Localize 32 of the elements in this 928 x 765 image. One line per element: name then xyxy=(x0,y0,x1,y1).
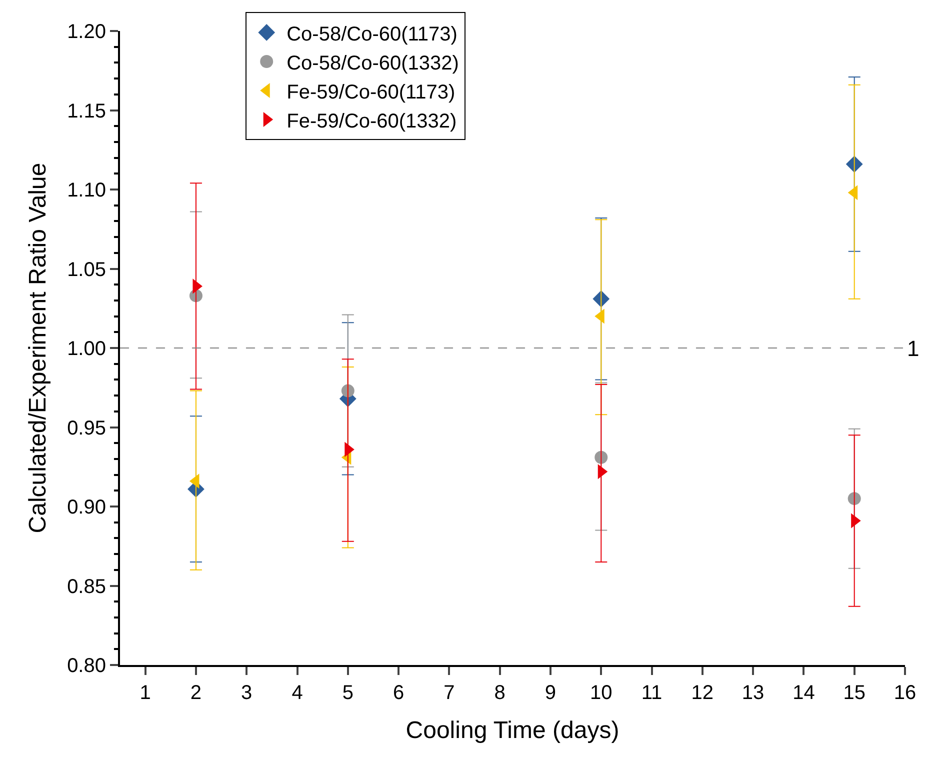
x-tick-label: 5 xyxy=(342,682,354,704)
x-tick-label: 2 xyxy=(190,682,202,704)
x-tick-label: 11 xyxy=(641,682,662,704)
x-tick-label: 8 xyxy=(494,682,506,704)
x-tick-label: 7 xyxy=(444,682,455,704)
legend-label: Fe-59/Co-60(1173) xyxy=(286,81,456,104)
y-tick-label: 1.20 xyxy=(67,21,106,43)
x-tick-label: 10 xyxy=(590,682,612,704)
y-tick-label: 1.15 xyxy=(67,100,106,122)
x-tick-label: 9 xyxy=(544,682,556,704)
x-tick-label: 1 xyxy=(140,682,151,704)
legend-label: Fe-59/Co-60(1332) xyxy=(286,110,457,132)
y-tick-label: 1.05 xyxy=(67,258,106,281)
y-axis-title: Calculated/Experiment Ratio Value xyxy=(24,162,52,534)
y-tick-label: 0.80 xyxy=(67,655,106,677)
y-tick-label: 0.90 xyxy=(67,496,106,518)
ref-line-label: 1 xyxy=(907,336,920,361)
y-tick-label: 1.00 xyxy=(67,338,106,360)
x-tick-label: 6 xyxy=(392,682,404,704)
y-tick-label: 0.85 xyxy=(67,576,106,598)
x-axis-title: Cooling Time (days) xyxy=(406,716,620,744)
x-tick-label: 12 xyxy=(691,682,714,704)
x-tick-label: 16 xyxy=(894,682,916,704)
x-tick-label: 14 xyxy=(792,682,815,704)
x-tick-label: 13 xyxy=(742,682,764,704)
y-tick-label: 0.95 xyxy=(67,417,106,440)
legend-label: Co-58/Co-60(1332) xyxy=(286,52,459,74)
x-tick-label: 15 xyxy=(843,682,866,704)
x-tick-label: 3 xyxy=(241,682,252,704)
y-tick-label: 1.10 xyxy=(67,180,106,202)
x-tick-label: 4 xyxy=(292,682,303,704)
legend-label: Co-58/Co-60(1173) xyxy=(286,23,458,46)
